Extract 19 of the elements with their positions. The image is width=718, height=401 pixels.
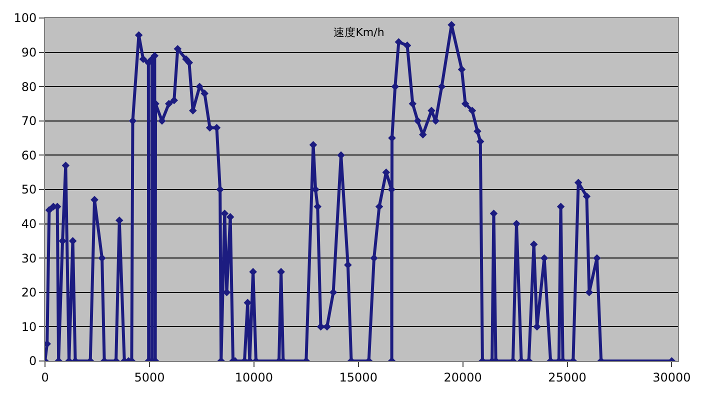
y-tick-label: 50	[21, 182, 37, 197]
y-tick-label: 100	[14, 11, 37, 26]
y-tick-label: 80	[21, 80, 37, 94]
y-tick-label: 60	[21, 148, 37, 162]
text: 速度Km/h	[334, 26, 384, 39]
y-tick-label: 90	[21, 46, 37, 60]
y-tick-label: 20	[21, 286, 37, 300]
y-tick-label: 70	[21, 114, 37, 128]
x-tick-label: 25000	[548, 370, 586, 384]
x-tick-label: 20000	[444, 370, 482, 384]
x-tick-label: 30000	[652, 370, 691, 384]
x-tick-label: 15000	[339, 370, 378, 384]
y-tick-label: 40	[21, 217, 37, 231]
x-tick-label: 5000	[134, 370, 165, 384]
y-tick-label: 0	[28, 354, 37, 368]
y-tick-label: 30	[21, 251, 37, 266]
x-tick-label: 10000	[234, 370, 274, 384]
y-tick-label: 10	[21, 320, 37, 334]
x-tick-label: 0	[41, 370, 49, 384]
